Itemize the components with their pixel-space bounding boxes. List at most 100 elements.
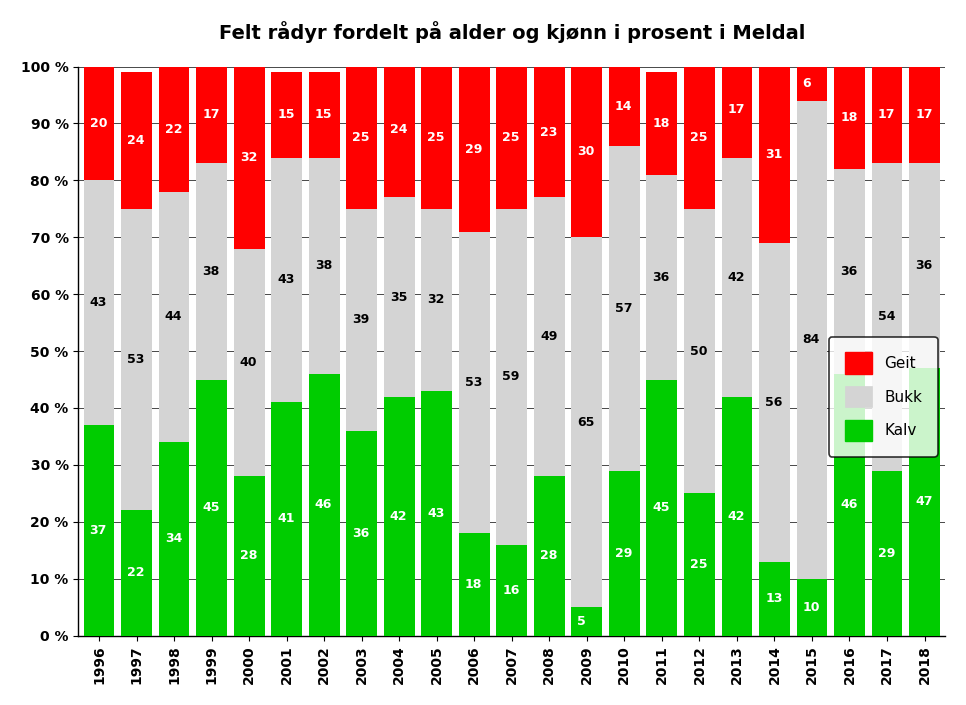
Text: 17: 17 [878, 109, 895, 121]
Text: 14: 14 [615, 100, 633, 113]
Bar [271, 403, 302, 636]
Text: 41: 41 [277, 513, 295, 525]
Bar [497, 544, 527, 636]
Bar [609, 470, 639, 636]
Text: 24: 24 [390, 123, 408, 135]
Bar [534, 197, 565, 477]
Text: 29: 29 [615, 546, 633, 560]
Bar [84, 180, 114, 425]
Text: 22: 22 [128, 567, 145, 580]
Bar [759, 243, 790, 562]
Text: 47: 47 [915, 496, 932, 508]
Bar [797, 66, 827, 101]
Bar [871, 164, 902, 470]
Text: 28: 28 [240, 549, 257, 563]
Bar [309, 73, 340, 158]
Bar [421, 209, 452, 391]
Bar [834, 169, 865, 374]
Bar [759, 562, 790, 636]
Text: 35: 35 [390, 290, 408, 304]
Text: 46: 46 [840, 498, 858, 511]
Bar [384, 397, 414, 636]
Text: 36: 36 [840, 265, 858, 278]
Text: 56: 56 [765, 396, 782, 409]
Bar [121, 73, 152, 209]
Text: 25: 25 [427, 131, 445, 145]
Bar [158, 442, 189, 636]
Text: 45: 45 [652, 501, 670, 514]
Bar [384, 197, 414, 397]
Bar [196, 379, 227, 636]
Text: 17: 17 [202, 109, 219, 121]
Text: 34: 34 [165, 532, 183, 546]
Text: 16: 16 [502, 584, 520, 596]
Bar [609, 146, 639, 470]
Text: 45: 45 [202, 501, 219, 514]
Bar [722, 61, 753, 158]
Text: 43: 43 [90, 296, 107, 309]
Bar [497, 66, 527, 209]
Text: 32: 32 [240, 151, 257, 164]
Bar [609, 66, 639, 146]
Text: 46: 46 [315, 498, 332, 511]
Text: 36: 36 [353, 527, 370, 539]
Text: 84: 84 [803, 333, 820, 346]
Text: 13: 13 [765, 592, 782, 605]
Text: 65: 65 [578, 416, 595, 429]
Text: 29: 29 [878, 546, 895, 560]
Text: 25: 25 [690, 131, 707, 145]
Bar [834, 66, 865, 169]
Bar [384, 61, 414, 197]
Text: 32: 32 [427, 293, 444, 307]
Text: 18: 18 [652, 117, 669, 130]
Bar [121, 510, 152, 636]
Text: 53: 53 [128, 353, 145, 366]
Text: 42: 42 [390, 510, 408, 522]
Bar [797, 101, 827, 579]
Text: 18: 18 [465, 578, 482, 591]
Bar [347, 66, 377, 209]
Text: 53: 53 [465, 376, 482, 389]
Bar [234, 477, 265, 636]
Text: 17: 17 [915, 109, 932, 121]
Text: 25: 25 [690, 558, 707, 571]
Bar [646, 175, 677, 379]
Bar [909, 368, 940, 636]
Bar [909, 164, 940, 368]
Text: 10: 10 [803, 601, 820, 613]
Legend: Geit, Bukk, Kalv: Geit, Bukk, Kalv [830, 337, 938, 457]
Bar [646, 379, 677, 636]
Text: 6: 6 [803, 77, 811, 90]
Bar [497, 209, 527, 544]
Bar [722, 397, 753, 636]
Bar [234, 66, 265, 249]
Text: 30: 30 [578, 145, 595, 159]
Text: 40: 40 [240, 356, 257, 369]
Bar [572, 607, 602, 636]
Text: 54: 54 [878, 310, 895, 324]
Text: 38: 38 [315, 259, 332, 272]
Bar [534, 477, 565, 636]
Text: 31: 31 [765, 148, 782, 161]
Bar [234, 249, 265, 477]
Bar [646, 73, 677, 175]
Bar [271, 158, 302, 403]
Bar [196, 164, 227, 379]
Text: 57: 57 [615, 302, 633, 315]
Text: 24: 24 [128, 134, 145, 147]
Bar [459, 232, 490, 533]
Text: 25: 25 [353, 131, 370, 145]
Text: 43: 43 [277, 274, 295, 286]
Text: 15: 15 [277, 109, 295, 121]
Bar [572, 66, 602, 238]
Text: 49: 49 [540, 331, 557, 343]
Bar [834, 374, 865, 636]
Text: 38: 38 [202, 265, 219, 278]
Text: 25: 25 [502, 131, 520, 145]
Text: 28: 28 [540, 549, 557, 563]
Text: 23: 23 [540, 125, 557, 138]
Text: 20: 20 [90, 117, 107, 130]
Bar [271, 73, 302, 158]
Text: 43: 43 [427, 507, 444, 520]
Bar [759, 66, 790, 243]
